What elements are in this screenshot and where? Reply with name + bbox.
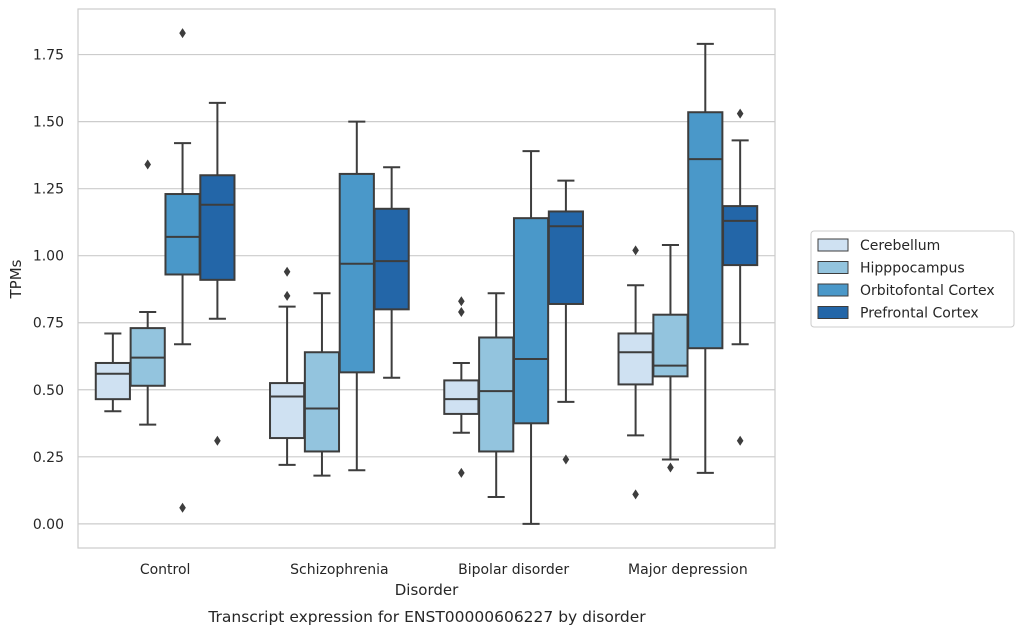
outlier-point bbox=[736, 108, 744, 119]
y-tick-label: 0.25 bbox=[33, 450, 64, 466]
y-tick-label: 1.00 bbox=[33, 249, 64, 265]
box-iqr bbox=[443, 379, 480, 415]
outlier-point bbox=[458, 296, 465, 307]
box-iqr bbox=[478, 336, 515, 453]
box-iqr bbox=[303, 351, 341, 453]
legend-swatch bbox=[817, 238, 849, 252]
box-3-0 bbox=[617, 245, 654, 500]
x-axis-label: Disorder bbox=[395, 581, 459, 599]
y-tick-label: 1.25 bbox=[33, 182, 64, 198]
y-tick-label: 0.75 bbox=[33, 316, 64, 332]
box-2-1 bbox=[478, 292, 515, 499]
y-tick-label: 0.50 bbox=[33, 383, 64, 399]
box-iqr bbox=[512, 217, 550, 425]
box-iqr bbox=[617, 332, 654, 386]
plot-frame bbox=[77, 8, 776, 549]
outlier-point bbox=[562, 454, 570, 465]
box-0-2 bbox=[164, 28, 201, 513]
y-tick-label: 1.50 bbox=[33, 115, 64, 131]
outlier-point bbox=[458, 467, 465, 478]
box-1-3 bbox=[373, 166, 410, 379]
legend-label: Prefrontal Cortex bbox=[860, 306, 979, 322]
legend-swatch bbox=[817, 283, 849, 297]
box-iqr bbox=[722, 205, 759, 267]
box-2-3 bbox=[547, 179, 584, 465]
legend-label: Cerebellum bbox=[860, 238, 940, 254]
box-2-0 bbox=[443, 296, 480, 478]
box-3-2 bbox=[687, 42, 724, 474]
x-tick-label: Major depression bbox=[628, 562, 748, 578]
box-0-3 bbox=[199, 101, 236, 446]
x-tick-label: Schizophrenia bbox=[290, 562, 388, 578]
box-3-1 bbox=[652, 243, 689, 473]
outlier-point bbox=[458, 307, 465, 318]
outlier-point bbox=[179, 502, 186, 513]
legend-swatch bbox=[817, 261, 849, 274]
box-iqr bbox=[373, 207, 410, 311]
x-tick-labels: Control Schizophrenia Bipolar disorder Majo… bbox=[140, 562, 748, 578]
box-1-0 bbox=[269, 266, 306, 466]
box-0-1 bbox=[129, 159, 166, 426]
outlier-point bbox=[632, 489, 639, 500]
box-3-3 bbox=[722, 108, 759, 446]
outlier-point bbox=[144, 159, 151, 170]
x-tick-label: Bipolar disorder bbox=[458, 562, 569, 578]
legend-swatch bbox=[817, 306, 849, 319]
outlier-point bbox=[179, 28, 186, 39]
box-2-2 bbox=[512, 150, 550, 525]
outlier-point bbox=[736, 435, 744, 446]
outlier-point bbox=[667, 462, 674, 473]
y-tick-label: 1.75 bbox=[33, 48, 64, 64]
y-tick-labels: 0.00 0.25 0.50 0.75 1.00 1.25 1.50 1.75 bbox=[33, 48, 64, 533]
legend-items: Cerebellum Hipppocampus Orbitofontal Corte… bbox=[817, 238, 995, 322]
y-axis-label: TPMs bbox=[7, 259, 25, 299]
box-iqr bbox=[164, 193, 201, 276]
box-1-2 bbox=[338, 120, 375, 472]
box-iqr bbox=[269, 382, 306, 440]
chart-title: Transcript expression for ENST0000060622… bbox=[207, 608, 646, 626]
boxes bbox=[94, 28, 759, 525]
x-tick-label: Control bbox=[140, 562, 191, 578]
box-0-0 bbox=[94, 332, 131, 413]
outlier-point bbox=[283, 266, 291, 277]
outlier-point bbox=[283, 290, 291, 301]
box-iqr bbox=[652, 313, 689, 378]
legend-label: Hipppocampus bbox=[860, 261, 965, 277]
legend: Cerebellum Hipppocampus Orbitofontal Corte… bbox=[810, 230, 1015, 328]
outlier-point bbox=[214, 435, 221, 446]
box-iqr bbox=[338, 172, 375, 374]
legend-frame bbox=[810, 230, 1015, 328]
legend-label: Orbitofontal Cortex bbox=[860, 283, 995, 299]
y-tick-label: 0.00 bbox=[33, 517, 64, 533]
box-1-1 bbox=[303, 292, 341, 477]
box-iqr bbox=[94, 361, 131, 401]
box-iqr bbox=[199, 174, 236, 281]
outlier-point bbox=[632, 245, 639, 256]
box-iqr bbox=[687, 111, 724, 350]
